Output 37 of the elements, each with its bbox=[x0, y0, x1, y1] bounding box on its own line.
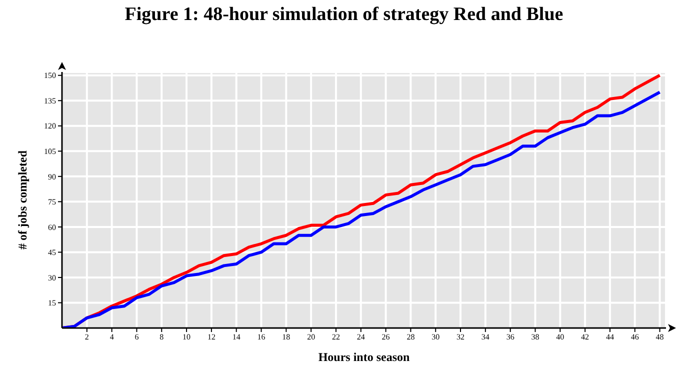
x-tick-label: 32 bbox=[456, 332, 465, 342]
y-tick-label: 45 bbox=[48, 248, 56, 258]
x-tick-label: 4 bbox=[110, 332, 114, 342]
x-tick-label: 38 bbox=[531, 332, 540, 342]
y-tick-label: 90 bbox=[48, 172, 56, 182]
x-tick-label: 16 bbox=[257, 332, 266, 342]
x-tick-label: 12 bbox=[207, 332, 216, 342]
y-tick-label: 105 bbox=[44, 147, 56, 156]
x-tick-label: 30 bbox=[432, 332, 440, 342]
y-tick-label: 120 bbox=[44, 122, 56, 131]
y-tick-label: 60 bbox=[48, 222, 56, 232]
x-tick-label: 40 bbox=[556, 332, 564, 342]
x-tick-label: 8 bbox=[160, 332, 164, 342]
x-tick-label: 6 bbox=[134, 332, 139, 342]
y-tick-label: 150 bbox=[44, 71, 56, 80]
x-tick-label: 2 bbox=[84, 332, 89, 342]
y-tick-label: 30 bbox=[48, 273, 56, 282]
x-tick-label: 46 bbox=[630, 332, 639, 342]
y-axis-title: # of jobs completed bbox=[15, 150, 30, 250]
x-tick-label: 24 bbox=[356, 332, 365, 342]
x-tick-label: 34 bbox=[481, 332, 490, 342]
x-axis-title: Hours into season bbox=[318, 350, 410, 364]
x-tick-label: 48 bbox=[656, 332, 664, 342]
y-tick-label: 135 bbox=[44, 96, 56, 106]
chart-title: Figure 1: 48-hour simulation of strategy Red and Blue bbox=[124, 4, 564, 26]
x-tick-label: 42 bbox=[581, 332, 590, 342]
x-tick-label: 18 bbox=[282, 332, 290, 342]
y-tick-label: 75 bbox=[48, 198, 56, 207]
x-tick-label: 44 bbox=[606, 332, 614, 342]
x-tick-label: 26 bbox=[382, 332, 390, 342]
x-tick-label: 22 bbox=[332, 332, 340, 342]
x-tick-label: 20 bbox=[307, 332, 316, 342]
y-tick-label: 15 bbox=[48, 298, 56, 308]
x-tick-label: 14 bbox=[232, 332, 240, 342]
x-tick-label: 10 bbox=[182, 332, 191, 342]
x-tick-label: 36 bbox=[506, 332, 514, 342]
x-tick-label: 28 bbox=[406, 332, 415, 342]
